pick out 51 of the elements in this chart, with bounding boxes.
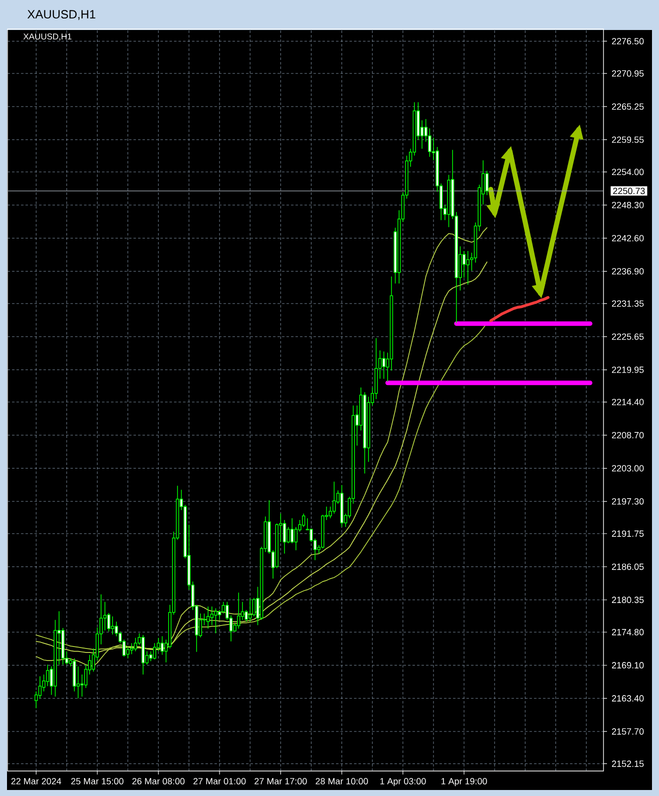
- candlestick: [46, 664, 50, 687]
- y-tick-label: 2254.00: [612, 168, 644, 176]
- ref-line-label: 2250.73: [613, 188, 645, 194]
- candlestick: [152, 642, 156, 660]
- candlestick: [142, 634, 145, 675]
- y-tick-label: 2236.90: [612, 268, 644, 274]
- candlestick: [282, 520, 286, 554]
- y-tick-label: 2208.70: [612, 432, 644, 438]
- x-tick-label: 1 Apr 19:00: [441, 778, 487, 786]
- y-tick-label: 2276.50: [612, 38, 644, 44]
- candlestick: [252, 597, 256, 617]
- y-tick-label: 2157.70: [612, 728, 644, 735]
- x-tick-label: 28 Mar 10:00: [316, 778, 368, 784]
- y-tick-label: 2174.80: [612, 628, 644, 636]
- y-tick-label: 2197.30: [612, 498, 644, 505]
- candlestick: [366, 396, 370, 462]
- chart-title: XAUUSD,H1: [27, 10, 96, 20]
- x-tick-label: 22 Mar 2024: [11, 778, 62, 784]
- x-tick-label: 27 Mar 17:00: [254, 778, 307, 784]
- y-tick-label: 2270.95: [612, 70, 644, 77]
- candlestick: [61, 628, 64, 666]
- chart-subtitle: XAUUSD,H1: [23, 34, 72, 41]
- y-tick-label: 2242.60: [612, 234, 644, 242]
- x-tick-label: 26 Mar 08:00: [132, 778, 185, 784]
- y-tick-label: 2152.15: [612, 760, 644, 767]
- y-tick-label: 2265.25: [612, 103, 644, 110]
- candlestick: [38, 676, 42, 699]
- candlestick: [134, 638, 138, 652]
- x-tick-label: 25 Mar 15:00: [71, 778, 124, 784]
- y-tick-label: 2163.40: [612, 695, 644, 702]
- y-tick-label: 2180.35: [612, 596, 644, 604]
- candlestick: [390, 276, 394, 372]
- candlestick: [206, 606, 210, 630]
- y-tick-label: 2219.95: [612, 366, 644, 373]
- candlestick: [294, 526, 298, 551]
- candlestick: [210, 606, 214, 626]
- x-tick-label: 27 Mar 01:00: [193, 778, 246, 784]
- y-tick-label: 2186.05: [612, 564, 644, 570]
- y-tick-label: 2169.10: [612, 662, 644, 668]
- y-tick-label: 2225.65: [612, 333, 644, 340]
- candlestick: [462, 250, 466, 278]
- y-tick-label: 2191.75: [612, 530, 644, 537]
- y-tick-label: 2248.30: [612, 202, 644, 208]
- candlestick: [302, 513, 306, 528]
- candlestick: [290, 518, 294, 544]
- y-tick-label: 2203.00: [612, 465, 644, 472]
- candlestick: [485, 170, 489, 196]
- y-tick-label: 2259.55: [612, 136, 644, 143]
- y-tick-label: 2214.40: [612, 398, 644, 406]
- x-tick-label: 1 Apr 03:00: [380, 778, 426, 786]
- y-tick-label: 2231.35: [612, 300, 644, 307]
